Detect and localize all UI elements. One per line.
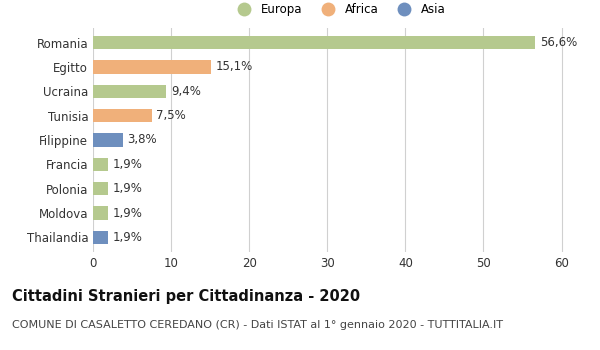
Text: 1,9%: 1,9%: [113, 206, 142, 219]
Bar: [93, 206, 108, 220]
Text: Cittadini Stranieri per Cittadinanza - 2020: Cittadini Stranieri per Cittadinanza - 2…: [12, 289, 360, 304]
Text: COMUNE DI CASALETTO CEREDANO (CR) - Dati ISTAT al 1° gennaio 2020 - TUTTITALIA.I: COMUNE DI CASALETTO CEREDANO (CR) - Dati…: [12, 320, 503, 330]
Bar: [93, 133, 122, 147]
Bar: [93, 231, 108, 244]
Bar: [93, 60, 211, 74]
Text: 7,5%: 7,5%: [156, 109, 186, 122]
Text: 15,1%: 15,1%: [215, 61, 253, 74]
Text: 1,9%: 1,9%: [113, 158, 142, 171]
Bar: [93, 36, 535, 49]
Text: 9,4%: 9,4%: [171, 85, 201, 98]
Text: 1,9%: 1,9%: [113, 182, 142, 195]
Text: 3,8%: 3,8%: [127, 133, 157, 147]
Bar: [93, 85, 166, 98]
Text: 56,6%: 56,6%: [540, 36, 577, 49]
Text: 1,9%: 1,9%: [113, 231, 142, 244]
Legend: Europa, Africa, Asia: Europa, Africa, Asia: [229, 0, 449, 20]
Bar: [93, 109, 152, 122]
Bar: [93, 182, 108, 195]
Bar: [93, 158, 108, 171]
